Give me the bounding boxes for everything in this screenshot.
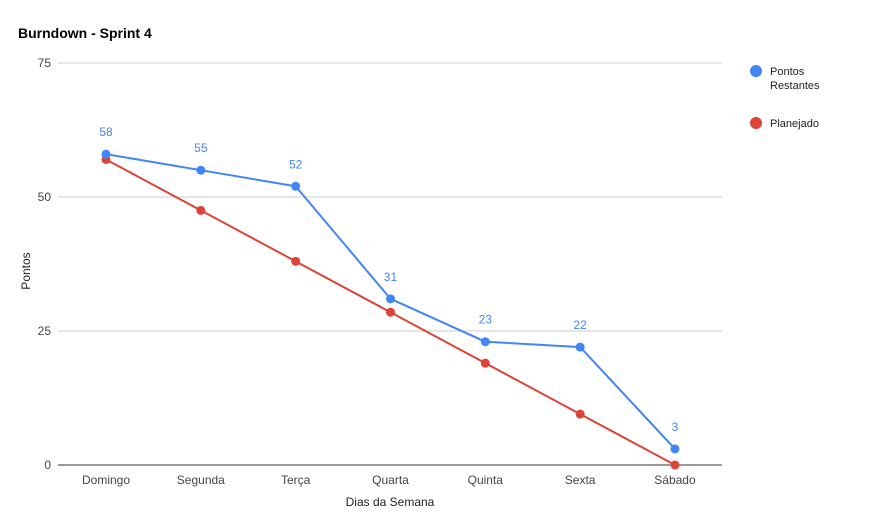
x-tick-label: Terça	[281, 473, 311, 487]
data-label: 31	[384, 270, 398, 284]
x-axis-ticks: Domingo Segunda Terça Quarta Quinta Sexta Sába…	[82, 473, 696, 487]
x-tick-label: Quinta	[468, 473, 504, 487]
data-label: 58	[99, 125, 113, 139]
y-tick-label: 50	[38, 190, 52, 204]
legend-label: Pontos Restantes	[770, 66, 820, 92]
data-label: 3	[672, 420, 679, 434]
legend-label: Planejado	[770, 118, 819, 130]
y-tick-label: 25	[38, 324, 52, 338]
legend-label-line: Planejado	[770, 118, 819, 130]
data-labels: 58 55 52 31 23 22 3	[99, 125, 678, 434]
chart-title: Burndown - Sprint 4	[18, 25, 152, 41]
legend: Pontos Restantes Planejado	[750, 65, 820, 130]
data-point	[480, 358, 490, 368]
data-point	[575, 409, 585, 419]
x-tick-label: Sábado	[654, 473, 696, 487]
data-point	[575, 342, 585, 352]
data-point	[670, 444, 680, 454]
data-point	[385, 294, 395, 304]
data-point	[196, 205, 206, 215]
legend-label-line: Restantes	[770, 80, 820, 92]
data-point	[101, 149, 111, 159]
data-point	[385, 307, 395, 317]
legend-marker	[750, 65, 762, 77]
x-axis-title: Dias da Semana	[346, 495, 435, 509]
data-label: 55	[194, 141, 208, 155]
x-tick-label: Domingo	[82, 473, 130, 487]
data-point	[291, 256, 301, 266]
legend-marker	[750, 117, 762, 129]
x-tick-label: Sexta	[565, 473, 596, 487]
chart-series	[101, 149, 680, 470]
data-point	[670, 460, 680, 470]
data-point	[196, 165, 206, 175]
legend-label-line: Pontos	[770, 66, 805, 78]
y-tick-label: 0	[44, 458, 51, 472]
x-tick-label: Segunda	[177, 473, 225, 487]
x-tick-label: Quarta	[372, 473, 409, 487]
y-axis-title: Pontos	[19, 252, 33, 289]
data-point	[480, 337, 490, 347]
data-label: 23	[479, 313, 493, 327]
data-point	[291, 181, 301, 191]
data-label: 52	[289, 157, 303, 171]
gridlines	[58, 62, 722, 332]
y-axis-ticks: 0 25 50 75	[38, 56, 52, 472]
y-tick-label: 75	[38, 56, 52, 70]
data-label: 22	[573, 318, 587, 332]
